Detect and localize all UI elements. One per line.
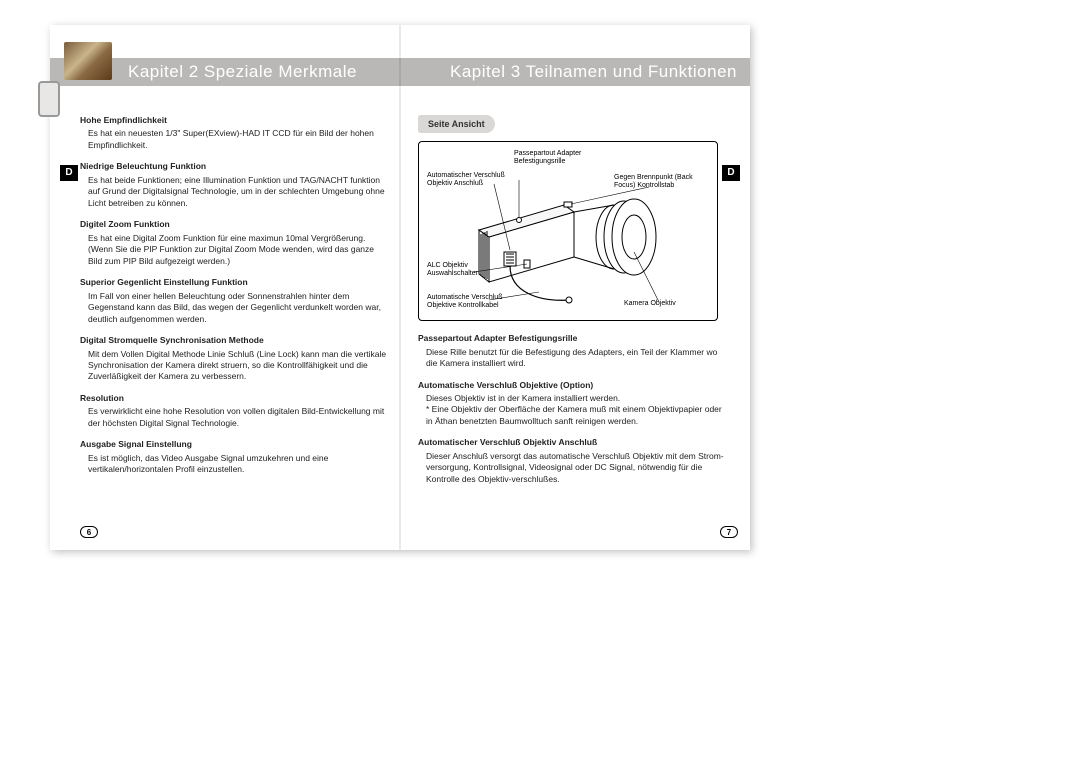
- feature-title: Resolution: [80, 393, 390, 404]
- page-number-left: 6: [80, 526, 98, 538]
- feature-body: Es hat ein neuesten 1/3" Super(EXview)-H…: [88, 128, 390, 151]
- feature-block: Hohe Empfindlichkeit Es hat ein neuesten…: [80, 115, 390, 151]
- feature-block: Ausgabe Signal Einstellung Es ist möglic…: [80, 439, 390, 475]
- diagram-label: Objektive Kontrollkabel: [427, 302, 499, 310]
- feature-body: Es hat eine Digital Zoom Funktion für ei…: [88, 233, 390, 267]
- diagram-label: ALC Objektiv: [427, 262, 468, 270]
- diagram-label: Kamera Objektiv: [624, 300, 676, 308]
- feature-block: Automatische Verschluß Objektive (Option…: [418, 380, 728, 428]
- feature-title: Passepartout Adapter Befestigungsrille: [418, 333, 728, 344]
- diagram-label: Focus) Kontrollstab: [614, 182, 674, 190]
- header-thumbnail: [64, 42, 112, 80]
- feature-block: Passepartout Adapter Befestigungsrille D…: [418, 333, 728, 369]
- diagram-label: Auswahlschalter: [427, 270, 478, 278]
- diagram-label: Automatische Verschluß: [427, 294, 502, 302]
- feature-block: Superior Gegenlicht Einstellung Funktion…: [80, 277, 390, 325]
- manual-spread: Kapitel 2 Speziale Merkmale Kapitel 3 Te…: [50, 25, 750, 550]
- chapter-title-right: Kapitel 3 Teilnamen und Funktionen: [450, 62, 737, 82]
- diagram-label: Gegen Brennpunkt (Back: [614, 174, 693, 182]
- feature-title: Hohe Empfindlichkeit: [80, 115, 390, 126]
- page-fold: [399, 25, 401, 550]
- language-badge-left: D: [60, 165, 78, 181]
- feature-body: Dieser Anschluß versorgt das automatisch…: [426, 451, 728, 485]
- feature-title: Automatische Verschluß Objektive (Option…: [418, 380, 728, 391]
- feature-title: Automatischer Verschluß Objektiv Anschlu…: [418, 437, 728, 448]
- feature-body: Es ist möglich, das Video Ausgabe Signal…: [88, 453, 390, 476]
- feature-block: Resolution Es verwirklicht eine hohe Res…: [80, 393, 390, 429]
- camera-diagram: Passepartout Adapter Befestigungsrille A…: [418, 141, 718, 321]
- feature-body: Mit dem Vollen Digital Methode Linie Sch…: [88, 349, 390, 383]
- feature-title: Ausgabe Signal Einstellung: [80, 439, 390, 450]
- diagram-label: Objektiv Anschluß: [427, 180, 483, 188]
- feature-title: Superior Gegenlicht Einstellung Funktion: [80, 277, 390, 288]
- binder-clip-icon: [38, 81, 60, 117]
- section-tab: Seite Ansicht: [418, 115, 495, 133]
- feature-block: Digitel Zoom Funktion Es hat eine Digita…: [80, 219, 390, 267]
- feature-body: Dieses Objektiv ist in der Kamera instal…: [426, 393, 728, 427]
- chapter-title-left: Kapitel 2 Speziale Merkmale: [128, 62, 357, 82]
- left-column: Hohe Empfindlichkeit Es hat ein neuesten…: [80, 115, 390, 486]
- feature-body: Diese Rille benutzt für die Befestigung …: [426, 347, 728, 370]
- feature-title: Niedrige Beleuchtung Funktion: [80, 161, 390, 172]
- feature-body: Es hat beide Funktionen; eine Illuminati…: [88, 175, 390, 209]
- feature-block: Digital Stromquelle Synchronisation Meth…: [80, 335, 390, 383]
- feature-title: Digitel Zoom Funktion: [80, 219, 390, 230]
- feature-block: Automatischer Verschluß Objektiv Anschlu…: [418, 437, 728, 485]
- diagram-label: Automatischer Verschluß: [427, 172, 505, 180]
- diagram-label: Befestigungsrille: [514, 158, 565, 166]
- diagram-label: Passepartout Adapter: [514, 150, 581, 158]
- feature-body: Im Fall von einer hellen Beleuchtung ode…: [88, 291, 390, 325]
- feature-body: Es verwirklicht eine hohe Resolution von…: [88, 406, 390, 429]
- right-column: Seite Ansicht: [418, 115, 728, 495]
- feature-title: Digital Stromquelle Synchronisation Meth…: [80, 335, 390, 346]
- feature-block: Niedrige Beleuchtung Funktion Es hat bei…: [80, 161, 390, 209]
- page-number-right: 7: [720, 526, 738, 538]
